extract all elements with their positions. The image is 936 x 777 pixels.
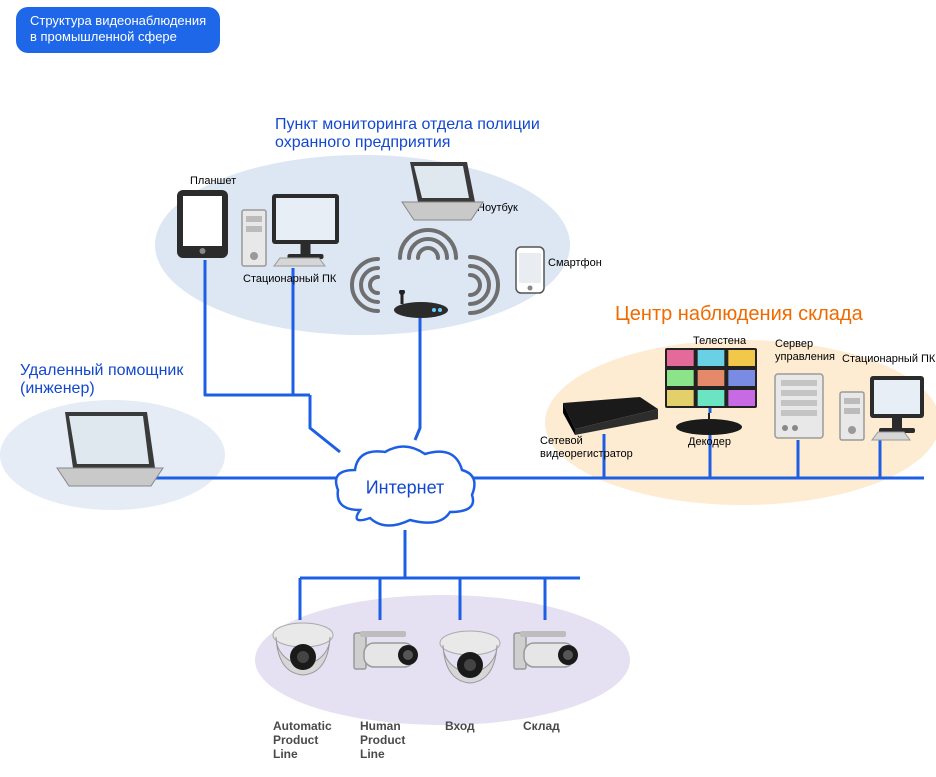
desktop-icon [838, 372, 930, 442]
desktop-warehouse-label: Стационарный ПК [842, 353, 935, 366]
zone-warehouse-heading: Центр наблюдения склада [615, 303, 863, 326]
server-label: Серверуправления [775, 338, 835, 363]
wifi-arcs-icon [330, 210, 550, 320]
tablet-icon [175, 188, 230, 260]
videowall-label: Телестена [693, 335, 746, 348]
zone-engineer-heading: Удаленный помощник(инженер) [20, 362, 183, 399]
tablet-label: Планшет [190, 175, 236, 188]
camera-label: Склад [523, 720, 560, 734]
svg-text:Интернет: Интернет [366, 478, 445, 498]
laptop-icon [55, 410, 165, 488]
server-icon [773, 372, 825, 440]
smartphone-label: Смартфон [548, 257, 602, 270]
internet-cloud: Интернет [330, 440, 480, 535]
camera-label: Вход [445, 720, 475, 734]
camera-label: HumanProductLine [360, 720, 405, 761]
camera-icon [350, 625, 425, 695]
camera-label: AutomaticProductLine [273, 720, 332, 761]
nvr-label: Сетевойвидеорегистратор [540, 435, 633, 460]
camera-icon [510, 625, 585, 695]
camera-icon [435, 623, 510, 693]
zone-police-heading: Пункт мониторинга отдела полицииохранног… [275, 116, 540, 153]
decoder-icon [674, 413, 744, 435]
videowall-icon [665, 348, 757, 408]
nvr-icon [555, 395, 660, 435]
decoder-label: Декодер [688, 436, 731, 449]
desktop-police-label: Стационарный ПК [243, 273, 336, 286]
camera-icon [268, 615, 343, 685]
diagram-stage: Структура видеонаблюденияв промышленной … [0, 0, 936, 777]
